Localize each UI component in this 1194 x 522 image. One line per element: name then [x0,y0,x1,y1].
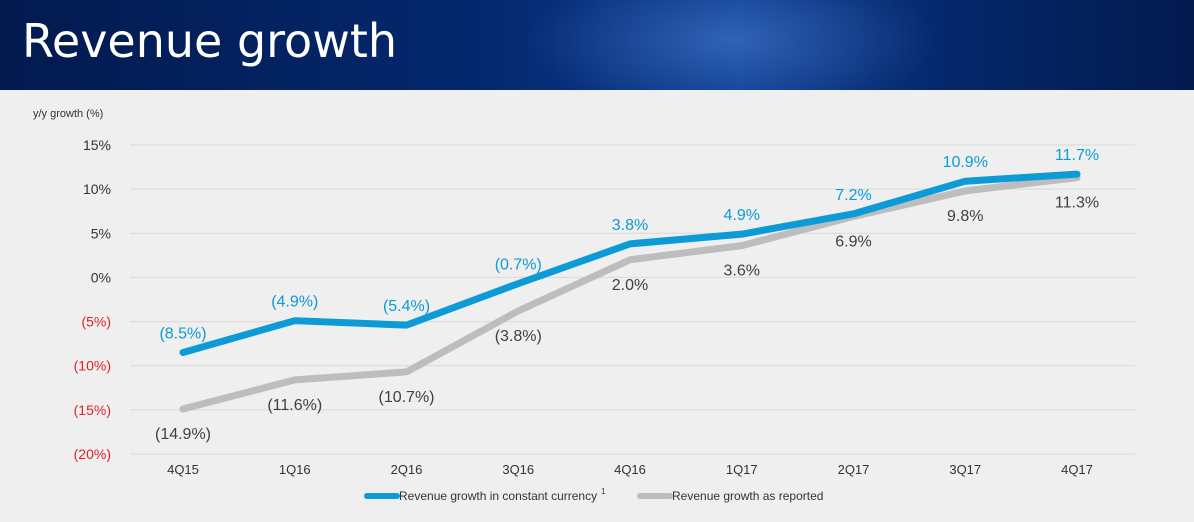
x-tick-label: 3Q16 [502,462,534,477]
data-label-as-reported: 11.3% [1055,195,1099,212]
data-label-as-reported: (3.8%) [495,328,542,345]
legend-label: Revenue growth in constant currency [399,489,597,503]
page-title: Revenue growth [22,14,398,68]
data-label-as-reported: (14.9%) [155,426,211,443]
data-label-constant-currency: 4.9% [724,207,760,224]
data-label-constant-currency: 10.9% [943,154,988,171]
y-tick-label: (20%) [74,446,111,462]
data-label-constant-currency: 11.7% [1055,147,1099,164]
header-banner: Revenue growth [0,0,1194,90]
y-tick-label: (5%) [81,314,111,330]
data-label-constant-currency: 3.8% [612,217,648,234]
legend-footnote: 1 [601,487,606,496]
y-tick-label: 15% [83,137,111,153]
data-label-constant-currency: (5.4%) [383,298,430,315]
y-tick-label: 10% [83,181,111,197]
data-label-as-reported: (10.7%) [378,389,434,406]
y-tick-label: 5% [91,225,111,241]
data-label-as-reported: 3.6% [724,263,760,280]
chart-panel [4,92,1190,522]
x-tick-label: 4Q17 [1061,462,1093,477]
legend: Revenue growth in constant currency 1 Reve… [364,487,823,503]
data-label-as-reported: 9.8% [947,208,983,225]
y-axis-title: y/y growth (%) [33,108,103,120]
series-lines [179,170,1081,413]
x-tick-label: 2Q16 [391,462,423,477]
data-label-constant-currency: (4.9%) [271,294,318,311]
data-label-constant-currency: (0.7%) [495,257,542,274]
x-tick-label: 1Q16 [279,462,311,477]
x-axis: 4Q15 1Q16 2Q16 3Q16 4Q16 1Q17 2Q17 3Q17 4Q17 [167,462,1093,477]
data-label-as-reported: 2.0% [612,277,648,294]
y-tick-label: (10%) [74,358,111,374]
x-tick-label: 4Q15 [167,462,199,477]
data-label-as-reported: 6.9% [835,234,871,251]
x-tick-label: 4Q16 [614,462,646,477]
x-tick-label: 3Q17 [949,462,981,477]
series-line-as-reported [179,174,1081,413]
data-label-as-reported: (11.6%) [267,397,322,414]
legend-label: Revenue growth as reported [672,489,823,503]
y-axis: y/y growth (%) 15% 10% 5% 0% (5%) (10%) (15%) (2… [33,108,111,462]
data-label-constant-currency: 7.2% [835,187,871,204]
series-line-constant-currency [179,170,1081,356]
x-tick-label: 2Q17 [838,462,870,477]
y-tick-label: 0% [91,269,111,285]
x-tick-label: 1Q17 [726,462,758,477]
y-tick-label: (15%) [74,402,111,418]
data-labels: (8.5%) (4.9%) (5.4%) (0.7%) 3.8% 4.9% 7.2% 10.9… [155,147,1099,443]
data-label-constant-currency: (8.5%) [159,325,206,342]
